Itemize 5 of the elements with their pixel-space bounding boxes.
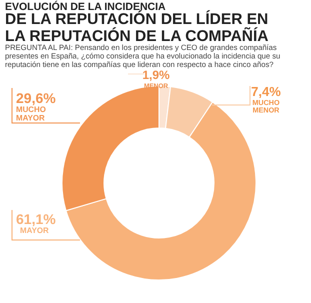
data-label: 1,9% xyxy=(142,68,170,82)
data-label: 29,6% xyxy=(16,90,56,106)
chart-subtitle: DE LA REPUTACIÓN DEL LÍDER EN LA REPUTACIÓN DE LA COMPAÑÍA xyxy=(5,10,268,45)
data-label: 61,1% xyxy=(16,211,56,227)
data-label: 7,4% xyxy=(251,84,282,99)
